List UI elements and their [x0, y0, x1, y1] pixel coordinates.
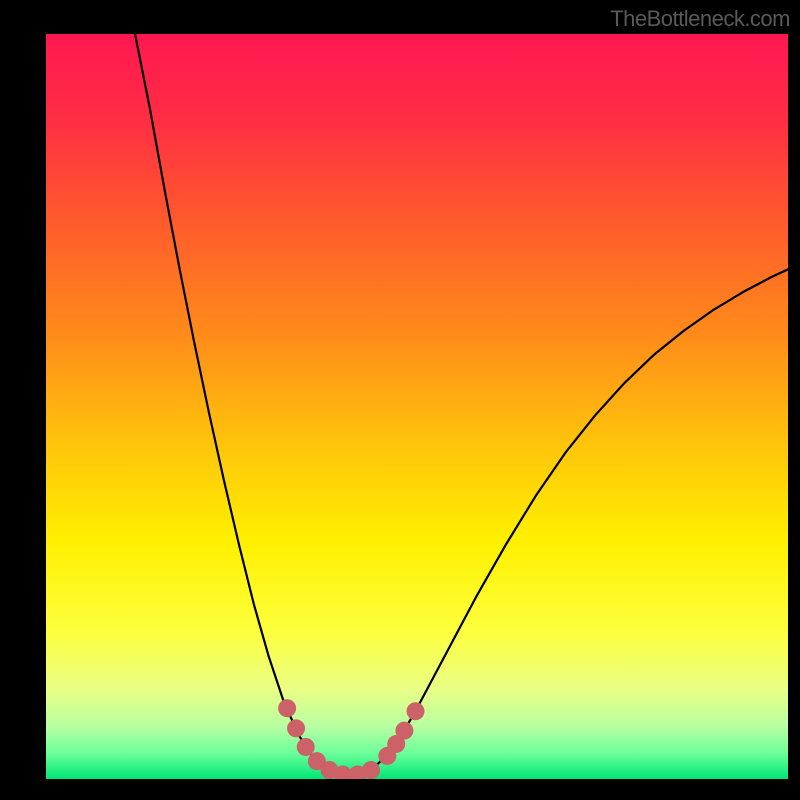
highlight-marker [395, 722, 413, 740]
highlight-marker [362, 761, 380, 779]
highlight-marker [407, 702, 425, 720]
chart-container: TheBottleneck.com [0, 0, 800, 800]
bottleneck-chart [0, 0, 800, 800]
highlight-marker [287, 719, 305, 737]
watermark-text: TheBottleneck.com [610, 6, 790, 32]
highlight-marker [297, 738, 315, 756]
highlight-marker [278, 699, 296, 717]
